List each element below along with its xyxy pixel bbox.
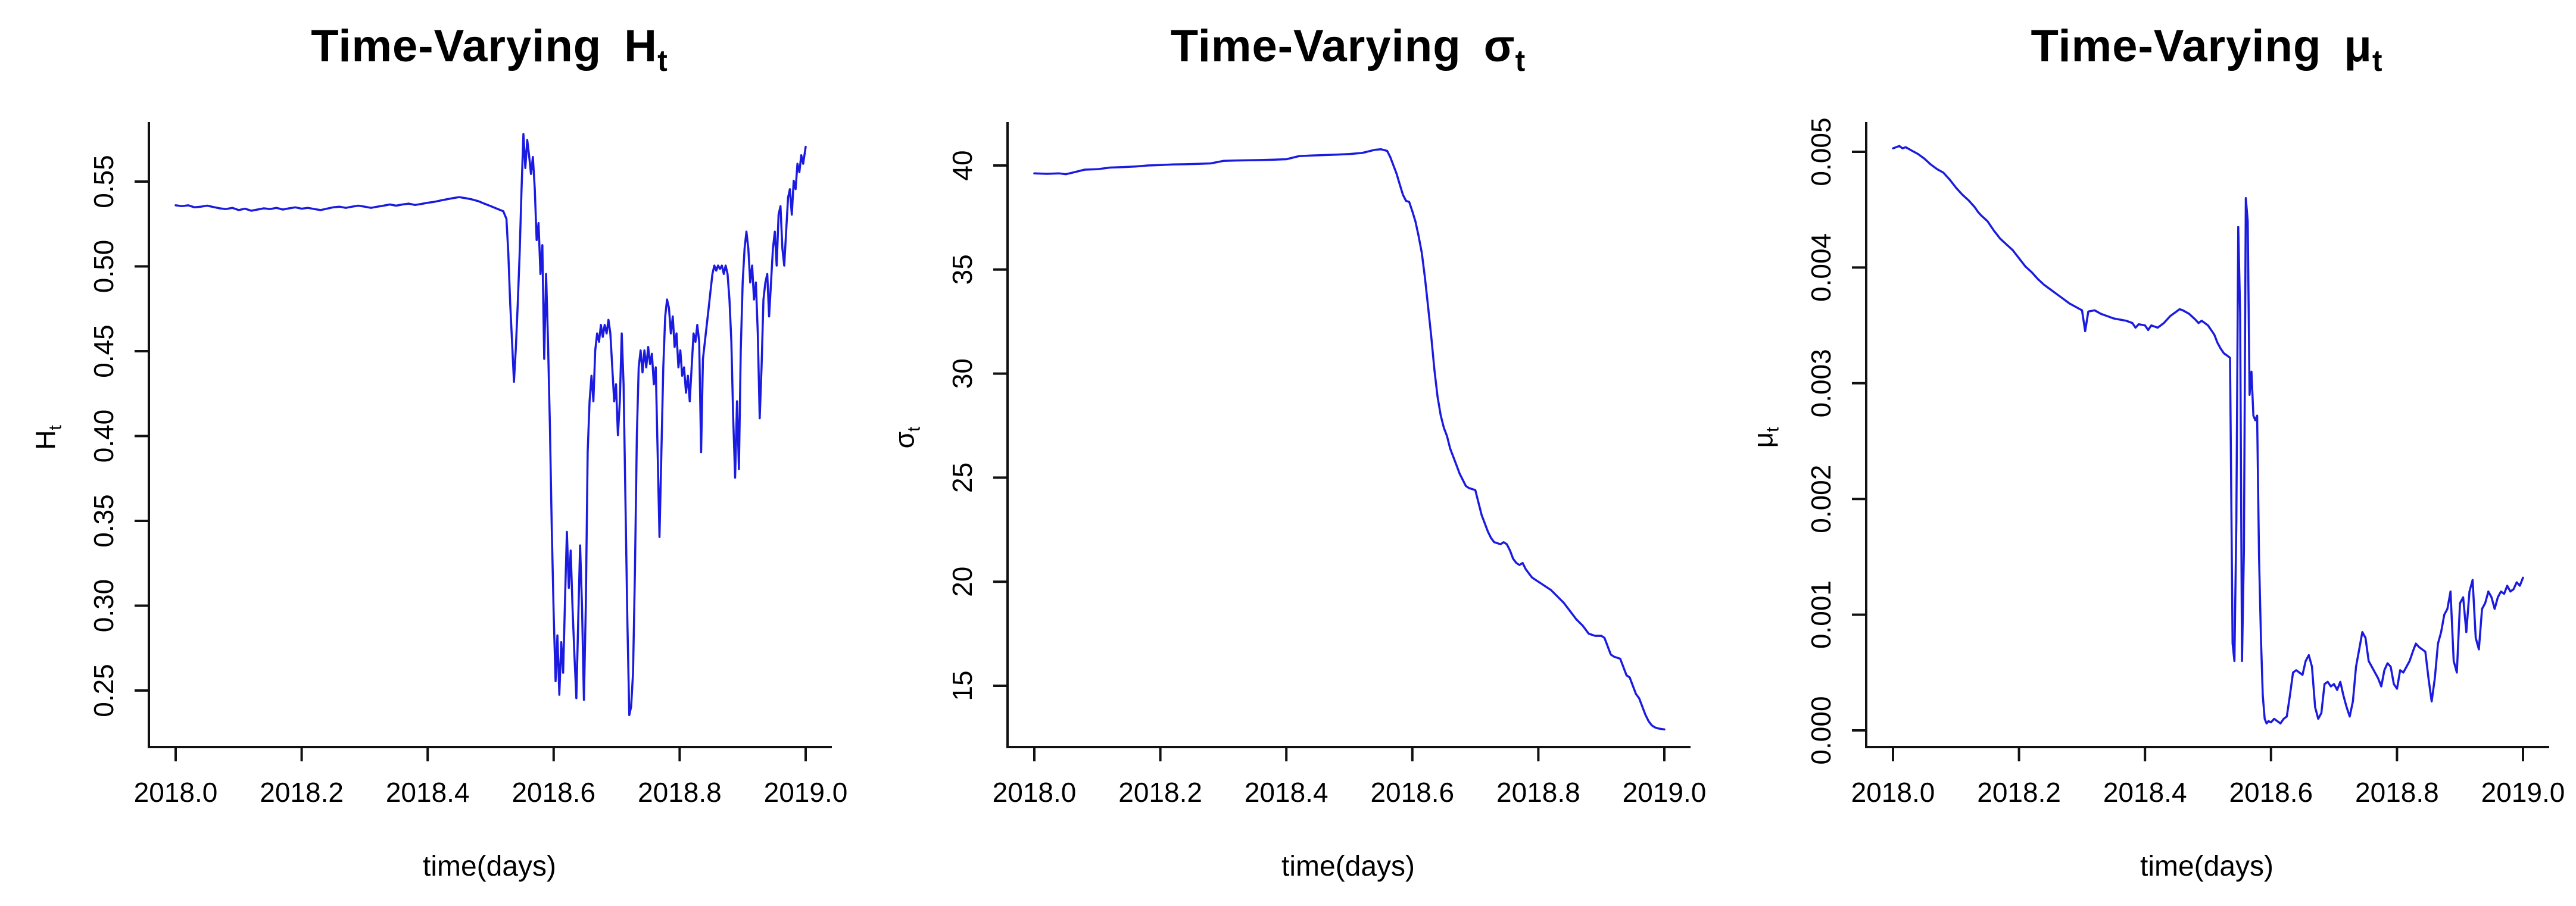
y-axis-title-mu: μt [1747,427,1783,448]
y-axis-subscript: t [45,425,66,430]
title-text: Time-Varying [2031,21,2322,71]
y-tick-label: 0.35 [88,494,119,548]
x-tick-label: 2018.0 [993,777,1077,808]
y-axis-subscript: t [904,426,924,432]
x-tick-label: 2018.0 [134,777,218,808]
series-line [1033,148,1666,731]
title-text: Time-Varying [311,21,602,71]
y-axis-title-sigma: σt [888,427,924,449]
x-tick-label: 2018.2 [260,777,344,808]
y-tick-label: 0.002 [1805,465,1836,533]
y-tick-label: 35 [947,254,978,285]
axis-lines [148,122,832,748]
x-tick-label: 2019.0 [764,777,848,808]
plot-area-ht: 2018.0 2018.2 2018.4 2018.6 2018.8 2019.0 0.25… [88,122,848,808]
x-tick-label: 2018.4 [1245,777,1328,808]
x-tick-label: 2018.4 [2103,777,2187,808]
x-tick-label: 2018.2 [1118,777,1202,808]
y-tick-label: 25 [947,463,978,493]
y-tick-label: 15 [947,670,978,701]
x-axis-title-sigma: time(days) [1281,851,1415,882]
x-tick-label: 2019.0 [2481,777,2565,808]
panel-sigma: 2018.0 2018.2 2018.4 2018.6 2018.8 2019.0 15 20… [859,0,1717,906]
axis-lines [1006,122,1691,748]
x-tick-label: 2018.6 [512,777,595,808]
y-axis-symbol: H [30,430,61,450]
x-tick-label: 2018.2 [1977,777,2061,808]
y-tick-label: 0.45 [88,324,119,378]
y-axis-symbol: σ [888,431,920,449]
panel-ht: 2018.0 2018.2 2018.4 2018.6 2018.8 2019.0 0.25… [0,0,859,906]
x-tick-label: 2018.8 [1496,777,1580,808]
y-tick-label: 20 [947,567,978,597]
axis-lines [1865,122,2549,748]
plot-area-mu: 2018.0 2018.2 2018.4 2018.6 2018.8 2019.0 0.00… [1805,117,2565,808]
plot-area-sigma: 2018.0 2018.2 2018.4 2018.6 2018.8 2019.0 15 20… [947,122,1707,808]
title-subscript: t [657,44,668,78]
title-symbol: σ [1483,21,1515,71]
y-tick-label: 0.001 [1805,580,1836,649]
series-line [174,133,807,717]
y-axis-symbol: μ [1747,432,1779,448]
y-tick-label: 0.50 [88,240,119,293]
panel-mu: 2018.0 2018.2 2018.4 2018.6 2018.8 2019.0 0.00… [1717,0,2576,906]
panel-title-ht: Time-Varying Ht [311,21,668,77]
x-tick-label: 2019.0 [1623,777,1707,808]
panel-title-sigma: Time-Varying σt [1171,21,1526,77]
y-tick-label: 0.005 [1805,117,1836,186]
y-tick-label: 0.003 [1805,349,1836,417]
y-axis-title-ht: Ht [29,425,66,450]
x-tick-label: 2018.6 [2229,777,2313,808]
series-line [1892,145,2524,725]
y-tick-label: 0.004 [1805,233,1836,302]
y-tick-label: 40 [947,150,978,180]
y-tick-label: 0.40 [88,410,119,463]
title-subscript: t [1515,44,1526,78]
y-tick-label: 0.25 [88,664,119,717]
x-tick-label: 2018.4 [386,777,470,808]
y-tick-label: 30 [947,358,978,389]
y-tick-label: 0.55 [88,155,119,208]
y-axis-subscript: t [1763,427,1783,432]
x-tick-label: 2018.8 [2355,777,2439,808]
x-tick-label: 2018.8 [638,777,722,808]
panel-title-mu: Time-Varying μt [2031,21,2382,77]
title-symbol: H [624,21,658,71]
y-tick-label: 0.30 [88,579,119,633]
title-symbol: μ [2344,21,2372,71]
x-tick-label: 2018.6 [1370,777,1454,808]
title-text: Time-Varying [1170,21,1461,71]
x-tick-label: 2018.0 [1851,777,1935,808]
y-tick-label: 0.000 [1805,696,1836,764]
title-subscript: t [2372,44,2383,78]
x-axis-title-mu: time(days) [2140,851,2274,882]
x-axis-title-ht: time(days) [422,851,557,882]
